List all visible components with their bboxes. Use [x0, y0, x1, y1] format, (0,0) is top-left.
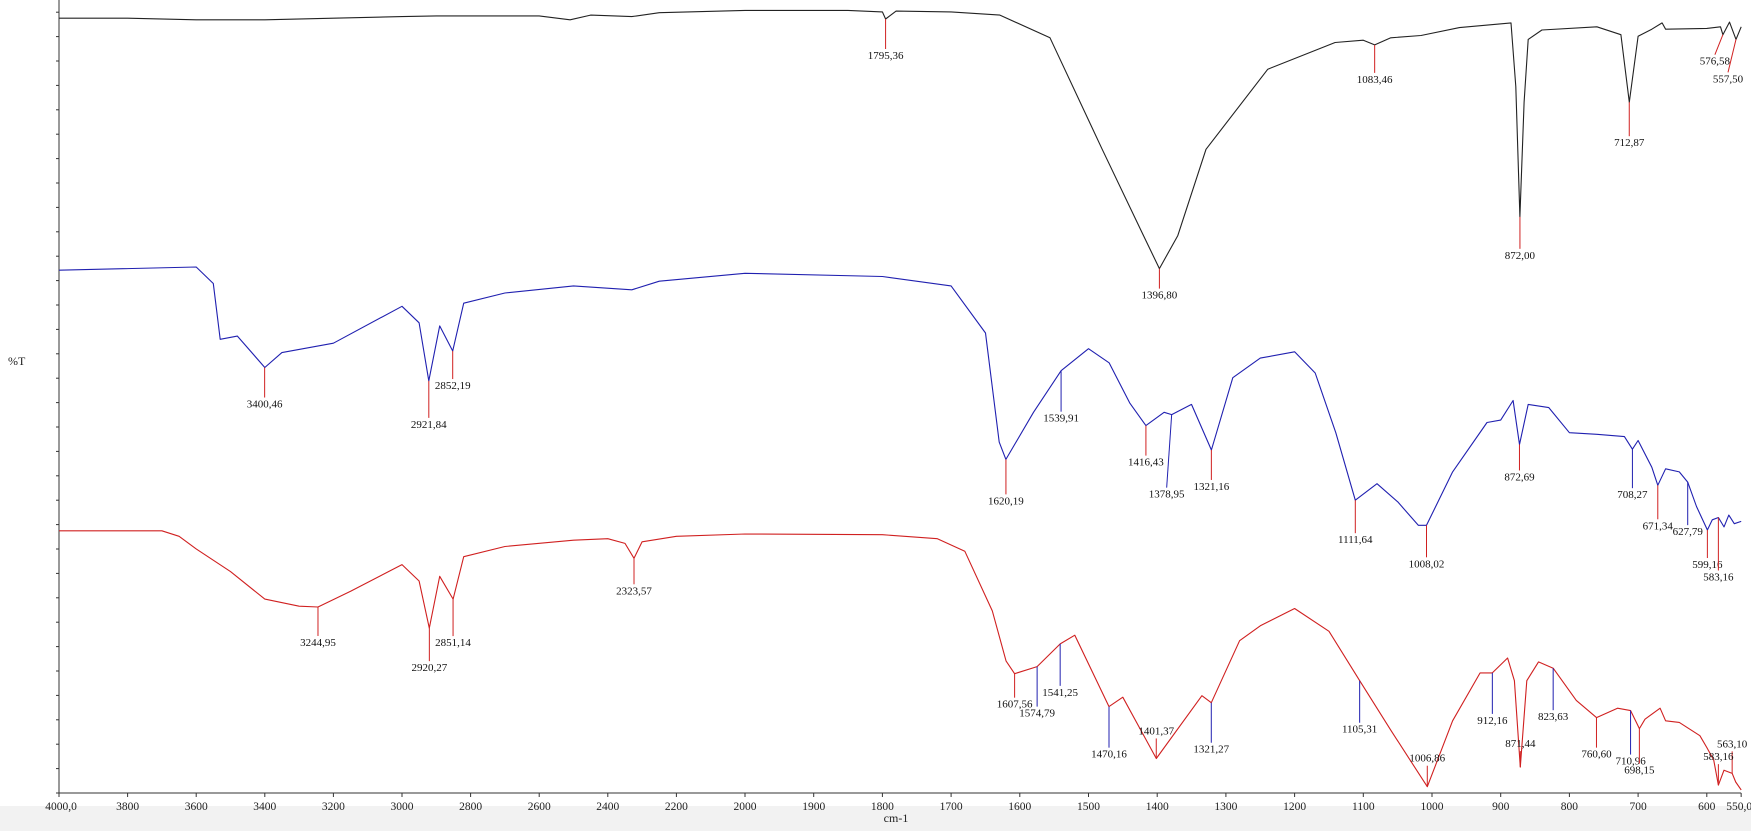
peak-label: 2920,27	[411, 662, 447, 674]
peak-label: 872,69	[1504, 471, 1535, 483]
peak-label: 671,34	[1643, 520, 1674, 532]
peak-label: 1574,79	[1019, 708, 1055, 720]
x-tick-label: 1300	[1214, 801, 1237, 813]
peak-label: 712,87	[1614, 137, 1645, 149]
peak-label: 912,16	[1477, 715, 1508, 727]
x-tick-label: 2000	[734, 801, 757, 813]
spectra	[58, 9, 1742, 791]
x-tick-label: 3600	[185, 801, 208, 813]
peak-label: 1321,27	[1193, 744, 1229, 756]
x-tick-label: 3400	[253, 801, 276, 813]
spectrum-line-2	[58, 266, 1742, 531]
peak-label: 1083,46	[1357, 74, 1393, 86]
peak-label: 823,63	[1538, 711, 1569, 723]
x-tick-label: 1000	[1421, 801, 1444, 813]
peak-label: 557,50	[1713, 73, 1744, 85]
peak-label: 698,15	[1624, 765, 1655, 777]
peak-label: 583,16	[1703, 571, 1734, 583]
bottom-strip	[0, 806, 1751, 831]
peak-annotations: 1795,36 1396,80 1083,46 872,00 712,87 576,58 5…	[247, 18, 1748, 787]
x-tick-label: 1600	[1008, 801, 1031, 813]
peak-label: 1620,19	[988, 495, 1024, 507]
peak-label: 710,96	[1615, 756, 1646, 768]
peak-marker-line	[1727, 39, 1737, 73]
x-tick-label: 1700	[940, 801, 963, 813]
peak-label: 1006,86	[1409, 753, 1445, 765]
peak-label: 1607,56	[997, 699, 1033, 711]
x-tick-label: 900	[1492, 801, 1510, 813]
peak-label: 3400,46	[247, 399, 283, 411]
peak-label: 563,10	[1717, 738, 1748, 750]
x-tick-label: 2600	[528, 801, 551, 813]
peak-label: 2323,57	[616, 585, 652, 597]
x-tick-label: 2200	[665, 801, 688, 813]
peak-label: 1111,64	[1338, 534, 1373, 546]
y-axis-label: %T	[8, 354, 26, 368]
x-tick-label: 800	[1561, 801, 1579, 813]
peak-label: 2852,19	[435, 380, 471, 392]
x-tick-label: 1800	[871, 801, 894, 813]
x-axis-label: cm-1	[884, 811, 909, 825]
peak-label: 576,58	[1700, 56, 1731, 68]
peak-label: 871,44	[1505, 738, 1536, 750]
x-tick-label: 4000,0	[45, 801, 77, 813]
peak-label: 1396,80	[1142, 290, 1178, 302]
peak-label: 1470,16	[1091, 749, 1127, 761]
x-tick-label: 1100	[1352, 801, 1375, 813]
peak-label: 627,79	[1673, 526, 1704, 538]
x-tick-label: 1200	[1283, 801, 1306, 813]
axes: 4000,0 3800 3600 3400 3200 3000 2800 2600 2400 22…	[45, 0, 1751, 813]
peak-label: 760,60	[1581, 749, 1612, 761]
spectrum-line-1	[59, 9, 1742, 270]
peak-label: 1539,91	[1043, 413, 1079, 425]
x-tick-label: 1900	[802, 801, 825, 813]
peak-marker-line	[1166, 414, 1173, 488]
peak-label: 1401,37	[1138, 725, 1174, 737]
peak-marker-line	[1714, 34, 1724, 55]
peak-label: 2921,84	[411, 419, 447, 431]
peak-label: 3244,95	[300, 637, 336, 649]
x-tick-label: 600	[1698, 801, 1716, 813]
peak-label: 1321,16	[1193, 481, 1229, 493]
peak-label: 583,16	[1703, 751, 1734, 763]
x-tick-label: 3200	[322, 801, 345, 813]
x-tick-label: 700	[1629, 801, 1647, 813]
peak-label: 1378,95	[1149, 489, 1185, 501]
x-tick-label: 1500	[1077, 801, 1100, 813]
spectrum-line-3	[59, 530, 1742, 791]
peak-label: 1795,36	[868, 50, 904, 62]
peak-label: 872,00	[1505, 250, 1536, 262]
x-tick-label: 3800	[116, 801, 139, 813]
peak-label: 599,16	[1692, 559, 1723, 571]
x-tick-label: 1400	[1146, 801, 1169, 813]
peak-label: 1416,43	[1128, 457, 1164, 469]
peak-label: 1008,02	[1409, 558, 1445, 570]
peak-label: 1105,31	[1342, 724, 1377, 736]
peak-label: 2851,14	[435, 637, 471, 649]
x-tick-label: 550,0	[1726, 801, 1751, 813]
peak-label: 1541,25	[1042, 687, 1078, 699]
x-tick-label: 3000	[391, 801, 414, 813]
x-tick-label: 2800	[459, 801, 482, 813]
x-tick-label: 2400	[596, 801, 619, 813]
peak-label: 708,27	[1617, 489, 1648, 501]
